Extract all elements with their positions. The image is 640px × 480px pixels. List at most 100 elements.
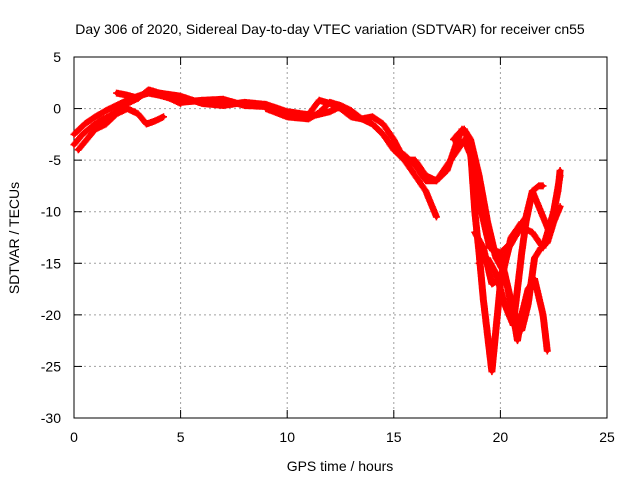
data-point bbox=[481, 245, 486, 251]
axis-ticks bbox=[73, 56, 608, 419]
data-point bbox=[263, 102, 269, 107]
x-tick-label: 20 bbox=[493, 429, 509, 445]
plot-frame bbox=[73, 56, 608, 419]
data-point bbox=[489, 369, 495, 374]
data-point bbox=[157, 90, 162, 96]
data-point bbox=[472, 230, 478, 235]
data-point bbox=[530, 230, 535, 235]
data-point bbox=[71, 132, 77, 137]
data-point bbox=[327, 109, 333, 114]
y-axis-label: SDTVAR / TECUs bbox=[6, 182, 22, 294]
data-point bbox=[515, 338, 520, 343]
data-point bbox=[536, 183, 541, 189]
y-tick-label: -25 bbox=[41, 358, 61, 374]
data-point bbox=[476, 173, 482, 178]
data-point bbox=[178, 101, 183, 106]
y-tick-labels: -30 -25 -20 -15 -10 -5 0 5 bbox=[41, 49, 61, 426]
data-point bbox=[306, 116, 311, 122]
y-tick-label: -30 bbox=[41, 410, 61, 426]
x-tick-label: 25 bbox=[599, 429, 615, 445]
x-tick-label: 10 bbox=[279, 429, 295, 445]
data-point bbox=[144, 121, 149, 127]
data-point bbox=[493, 271, 499, 276]
data-point bbox=[114, 111, 119, 116]
y-tick-label: 5 bbox=[53, 49, 61, 65]
data-point bbox=[221, 97, 226, 102]
data-point bbox=[444, 168, 450, 173]
y-tick-label: 0 bbox=[53, 101, 61, 117]
series-track-3 bbox=[74, 105, 167, 154]
data-point bbox=[489, 281, 495, 287]
data-point bbox=[506, 245, 512, 251]
data-point bbox=[263, 106, 269, 111]
series-layer bbox=[70, 86, 564, 376]
data-point bbox=[71, 142, 77, 147]
data-point bbox=[468, 137, 473, 142]
data-point bbox=[125, 92, 130, 98]
data-point bbox=[502, 302, 507, 307]
data-point bbox=[125, 106, 130, 111]
data-point bbox=[391, 147, 396, 153]
data-point bbox=[80, 132, 85, 137]
data-point bbox=[199, 101, 205, 106]
data-point bbox=[451, 137, 456, 142]
y-tick-label: -15 bbox=[41, 255, 61, 271]
data-point bbox=[525, 302, 531, 307]
data-point bbox=[555, 188, 561, 194]
data-point bbox=[242, 100, 247, 105]
chart-title: Day 306 of 2020, Sidereal Day-to-day VTE… bbox=[75, 21, 585, 37]
y-tick-label: -5 bbox=[49, 152, 62, 168]
data-point bbox=[152, 118, 158, 124]
data-point bbox=[76, 147, 81, 153]
data-point bbox=[114, 103, 119, 108]
data-point bbox=[84, 137, 89, 142]
data-point bbox=[380, 132, 386, 137]
series-track-10 bbox=[471, 167, 564, 288]
data-point bbox=[135, 96, 141, 101]
data-point bbox=[523, 214, 529, 220]
data-point bbox=[538, 245, 544, 251]
x-axis-label: GPS time / hours bbox=[287, 458, 394, 474]
data-point bbox=[472, 209, 478, 214]
data-point bbox=[423, 173, 428, 178]
data-point bbox=[161, 114, 166, 120]
data-point bbox=[545, 240, 550, 245]
data-point bbox=[547, 230, 552, 235]
data-point bbox=[515, 230, 520, 235]
y-tick-label: -10 bbox=[41, 204, 61, 220]
data-point bbox=[532, 255, 537, 261]
data-point bbox=[82, 121, 87, 127]
data-point bbox=[423, 188, 428, 194]
data-point bbox=[316, 110, 322, 115]
x-tick-label: 5 bbox=[177, 429, 185, 445]
data-point bbox=[434, 214, 439, 220]
data-point bbox=[370, 121, 375, 127]
data-point bbox=[493, 255, 499, 261]
data-point bbox=[316, 98, 322, 103]
data-point bbox=[285, 109, 290, 114]
data-point bbox=[538, 209, 544, 214]
data-point bbox=[540, 312, 546, 318]
data-point bbox=[485, 219, 490, 225]
data-point bbox=[461, 127, 467, 132]
data-point bbox=[498, 276, 503, 281]
data-point bbox=[97, 118, 102, 124]
data-point bbox=[402, 157, 407, 163]
data-point bbox=[434, 178, 439, 183]
data-point bbox=[327, 100, 333, 105]
data-point bbox=[348, 108, 354, 113]
x-tick-label: 15 bbox=[386, 429, 402, 445]
data-point bbox=[348, 114, 354, 120]
data-point bbox=[519, 250, 524, 256]
data-point bbox=[530, 188, 535, 194]
data-point bbox=[455, 132, 460, 137]
data-point bbox=[519, 328, 524, 333]
data-point bbox=[498, 250, 503, 256]
data-point bbox=[412, 173, 418, 178]
data-point bbox=[370, 114, 375, 120]
data-point bbox=[557, 204, 563, 209]
data-point bbox=[285, 114, 290, 120]
data-point bbox=[540, 183, 546, 189]
data-point bbox=[338, 103, 343, 108]
